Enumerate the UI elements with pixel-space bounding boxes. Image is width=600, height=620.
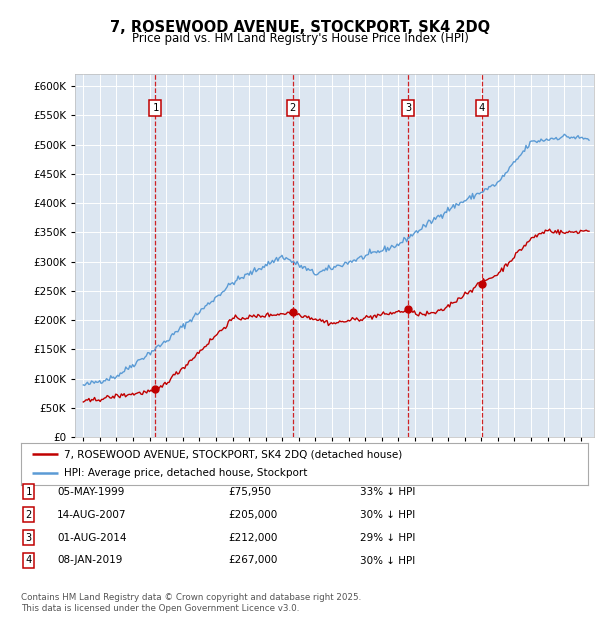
Text: 1: 1 [26, 487, 32, 497]
Text: 05-MAY-1999: 05-MAY-1999 [57, 487, 124, 497]
Text: 3: 3 [26, 533, 32, 542]
Text: 01-AUG-2014: 01-AUG-2014 [57, 533, 127, 542]
Text: 1: 1 [152, 104, 158, 113]
Text: £267,000: £267,000 [228, 556, 277, 565]
Text: Contains HM Land Registry data © Crown copyright and database right 2025.
This d: Contains HM Land Registry data © Crown c… [21, 593, 361, 613]
Text: £75,950: £75,950 [228, 487, 271, 497]
Text: HPI: Average price, detached house, Stockport: HPI: Average price, detached house, Stoc… [64, 469, 307, 479]
Text: 4: 4 [478, 104, 485, 113]
Text: 7, ROSEWOOD AVENUE, STOCKPORT, SK4 2DQ: 7, ROSEWOOD AVENUE, STOCKPORT, SK4 2DQ [110, 20, 490, 35]
Text: Price paid vs. HM Land Registry's House Price Index (HPI): Price paid vs. HM Land Registry's House … [131, 32, 469, 45]
Text: 2: 2 [289, 104, 296, 113]
Text: £212,000: £212,000 [228, 533, 277, 542]
Text: 30% ↓ HPI: 30% ↓ HPI [360, 510, 415, 520]
Text: 33% ↓ HPI: 33% ↓ HPI [360, 487, 415, 497]
Text: 4: 4 [26, 556, 32, 565]
Text: £205,000: £205,000 [228, 510, 277, 520]
Text: 29% ↓ HPI: 29% ↓ HPI [360, 533, 415, 542]
Text: 7, ROSEWOOD AVENUE, STOCKPORT, SK4 2DQ (detached house): 7, ROSEWOOD AVENUE, STOCKPORT, SK4 2DQ (… [64, 449, 402, 459]
Text: 30% ↓ HPI: 30% ↓ HPI [360, 556, 415, 565]
Text: 2: 2 [26, 510, 32, 520]
Text: 3: 3 [405, 104, 411, 113]
Text: 08-JAN-2019: 08-JAN-2019 [57, 556, 122, 565]
Text: 14-AUG-2007: 14-AUG-2007 [57, 510, 127, 520]
